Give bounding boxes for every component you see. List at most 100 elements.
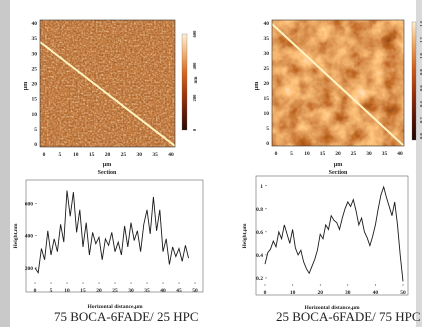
right-border (416, 0, 422, 327)
afm-2-section-label: Section (329, 170, 348, 176)
afm-y-tick-label: 30 (264, 51, 270, 57)
afm-y-tick-label: 15 (32, 97, 38, 103)
afm-x-tick-label: 35 (382, 151, 388, 157)
afm-x-tick-label: 15 (89, 152, 95, 158)
afm-x-tick-label: 5 (59, 152, 62, 158)
left-border (0, 0, 10, 327)
afm-y-tick-label: 35 (264, 36, 270, 42)
profile-series-line (34, 190, 190, 274)
afm-y-tick-label: 0 (266, 141, 269, 147)
x-tick-label: 5 (50, 288, 53, 294)
x-tick-label: 40 (373, 290, 379, 296)
x-tick-label: 50 (192, 288, 198, 294)
x-tick-label: 10 (64, 288, 70, 294)
section-line-1 (39, 41, 176, 147)
afm-x-tick-label: 0 (275, 151, 278, 157)
colorbar-tick-label: 1.4 (419, 20, 422, 26)
afm-x-tick-label: 25 (351, 151, 357, 157)
afm-1-y-ticks: 0 5 10 15 20 25 30 35 40 (32, 21, 38, 148)
afm-y-tick-label: 40 (32, 21, 38, 27)
colorbar-2-ticks: 1.4 1.2 1.0 0.8 0.6 0.4 0.2 0.0 (419, 20, 422, 138)
colorbar-tick-label: 1.2 (419, 36, 422, 42)
afm-y-tick-label: 10 (32, 112, 38, 118)
afm-y-tick-label: 30 (32, 51, 38, 57)
x-tick-label: 0 (264, 290, 267, 296)
afm-x-tick-label: 5 (290, 151, 293, 157)
section-line-2 (271, 23, 405, 147)
afm-y-tick-label: 10 (264, 111, 270, 117)
x-tick-label: 20 (96, 288, 102, 294)
y-tick-label: 0.2 (256, 276, 263, 282)
colorbar-tick-label: 0.0 (419, 132, 422, 138)
afm-x-tick-label: 0 (43, 152, 46, 158)
colorbar-1-unit: nm (194, 76, 199, 84)
profile-series-line (264, 185, 404, 282)
afm-y-tick-label: 40 (264, 21, 270, 27)
caption-1: 75 BOCA-6FADE/ 25 HPC (54, 309, 199, 324)
afm-1-x-label: μm (103, 162, 111, 168)
afm-y-tick-label: 5 (34, 127, 37, 133)
colorbar-tick-label: 0.6 (419, 84, 422, 90)
afm-x-tick-label: 40 (397, 151, 403, 157)
afm-x-tick-label: 25 (121, 152, 127, 158)
chart-1-y-label: Height,nm (13, 223, 19, 248)
afm-y-tick-label: 15 (264, 96, 270, 102)
x-tick-label: 20 (317, 290, 323, 296)
y-tick-label: 200 (25, 266, 34, 272)
afm-x-tick-label: 20 (105, 152, 111, 158)
afm-x-tick-label: 40 (168, 152, 174, 158)
chart-2-plot: 0 10 20 30 40 50 0.2 0.4 0.6 0.8 1 (256, 184, 406, 296)
afm-y-tick-label: 20 (264, 81, 270, 87)
caption-2: 25 BOCA-6FADE/ 75 HPC (276, 309, 421, 324)
afm-y-tick-label: 25 (264, 66, 270, 72)
afm-1-x-ticks: 0 5 10 15 20 25 30 35 40 (43, 152, 174, 158)
x-tick-label: 15 (80, 288, 86, 294)
colorbar-tick-label: 0.2 (419, 116, 422, 122)
colorbar-tick-label: 0 (192, 128, 197, 131)
profile-chart-2: 0 10 20 30 40 50 0.2 0.4 0.6 0.8 1 Height,μm Horiz… (242, 175, 409, 311)
afm-x-tick-label: 30 (366, 151, 372, 157)
afm-x-tick-label: 35 (152, 152, 158, 158)
x-tick-label: 30 (128, 288, 134, 294)
colorbar-tick-label: 600 (192, 30, 197, 38)
colorbar-2 (411, 21, 417, 141)
y-tick-label: 0.4 (256, 253, 263, 259)
x-tick-label: 10 (290, 290, 296, 296)
colorbar-1 (181, 33, 188, 131)
x-tick-label: 50 (400, 290, 406, 296)
chart-1-frame (25, 179, 204, 293)
afm-1-y-label: μm (23, 82, 29, 90)
y-tick-label: 0.8 (256, 207, 263, 213)
y-tick-label: 600 (25, 201, 34, 207)
colorbar-1-ticks: 600 400 200 0 (192, 30, 197, 131)
chart-2-x-label: Horizontal distance,μm (304, 305, 359, 311)
afm-x-tick-label: 10 (73, 152, 79, 158)
afm-y-tick-label: 0 (34, 142, 37, 148)
chart-2-y-label: Height,μm (242, 223, 248, 248)
x-tick-label: 35 (144, 288, 150, 294)
afm-1-section-label: Section (98, 170, 117, 176)
x-tick-label: 0 (34, 288, 37, 294)
afm-y-tick-label: 35 (32, 36, 38, 42)
y-tick-label: 0.6 (256, 230, 263, 236)
colorbar-tick-label: 1.0 (419, 52, 422, 58)
afm-2-y-label: μm (254, 82, 260, 90)
afm-2-x-ticks: 0 5 10 15 20 25 30 35 40 (275, 151, 403, 157)
chart-1-plot: 0 5 10 15 20 25 30 35 40 45 50 200 400 600 (25, 190, 198, 294)
afm-y-tick-label: 20 (32, 82, 38, 88)
x-tick-label: 30 (345, 290, 351, 296)
afm-x-tick-label: 10 (304, 151, 310, 157)
x-tick-label: 45 (176, 288, 182, 294)
chart-2-frame (255, 175, 409, 296)
afm-image-1 (40, 20, 175, 147)
afm-x-tick-label: 30 (137, 152, 143, 158)
afm-2-y-ticks: 0 5 10 15 20 25 30 35 40 (264, 21, 270, 147)
colorbar-tick-label: 400 (192, 62, 197, 70)
afm-x-tick-label: 15 (320, 151, 326, 157)
x-tick-label: 40 (160, 288, 166, 294)
chart-1-x-label: Horizontal distance,μm (87, 304, 142, 310)
